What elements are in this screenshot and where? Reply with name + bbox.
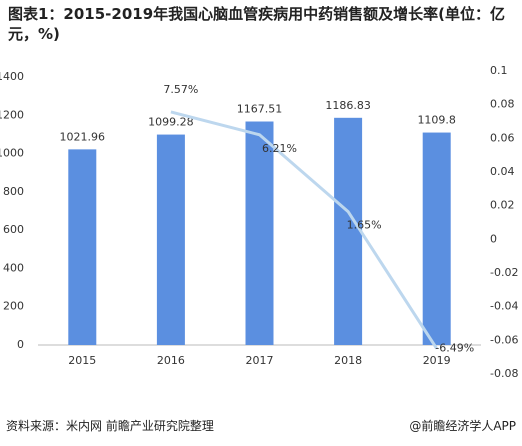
bar — [334, 117, 363, 346]
x-tick-label: 2015 — [68, 354, 96, 367]
footer: 资料来源：米内网 前瞻产业研究院整理 @前瞻经济学人APP — [6, 417, 516, 434]
y-tick-label: 400 — [3, 261, 24, 274]
y2-tick-label: 0.08 — [490, 98, 515, 111]
bar — [245, 121, 274, 346]
y2-tick-label: 0.04 — [490, 165, 515, 178]
line-value-label: 7.57% — [163, 83, 198, 96]
line — [170, 110, 438, 350]
line-value-label: -6.49% — [435, 342, 474, 355]
bar-value-label: 1167.51 — [237, 103, 283, 116]
bar — [422, 132, 451, 345]
line-value-label: 6.21% — [262, 142, 297, 155]
bar-value-label: 1099.28 — [148, 116, 194, 129]
y-tick-label: 800 — [3, 185, 24, 198]
y-tick-label: 0 — [17, 338, 24, 351]
x-tick-label: 2016 — [157, 354, 185, 367]
source: 资料来源：米内网 前瞻产业研究院整理 — [6, 419, 214, 433]
x-tick-label: 2018 — [334, 354, 362, 367]
y2-tick-label: 0.06 — [490, 131, 515, 144]
y2-tick-label: 0.1 — [490, 64, 508, 77]
x-tick-label: 2017 — [246, 354, 274, 367]
y-tick-label: 600 — [3, 223, 24, 236]
y-tick-label: 1200 — [0, 108, 24, 121]
y2-tick-label: 0.02 — [490, 199, 515, 212]
y-tick-label: 1000 — [0, 147, 24, 160]
chart-title: 图表1：2015-2019年我国心脑血管疾病用中药销售额及增长率(单位：亿元，%… — [8, 5, 506, 43]
bar — [68, 149, 97, 345]
bar-value-label: 1021.96 — [60, 130, 106, 143]
y2-tick-label: -0.08 — [490, 367, 518, 380]
y2-tick-label: 0 — [490, 232, 497, 245]
y2-tick-label: -0.04 — [490, 300, 518, 313]
y2-tick-label: -0.06 — [490, 333, 518, 346]
credit: @前瞻经济学人APP — [409, 419, 516, 433]
bar-value-label: 1186.83 — [325, 99, 371, 112]
line-value-label: 1.65% — [347, 219, 382, 232]
y2-tick-label: -0.02 — [490, 266, 518, 279]
y-tick-label: 200 — [3, 300, 24, 313]
y-tick-label: 1400 — [0, 70, 24, 83]
x-tick-label: 2019 — [423, 354, 451, 367]
bar — [156, 134, 185, 345]
bar-value-label: 1109.8 — [417, 114, 456, 127]
